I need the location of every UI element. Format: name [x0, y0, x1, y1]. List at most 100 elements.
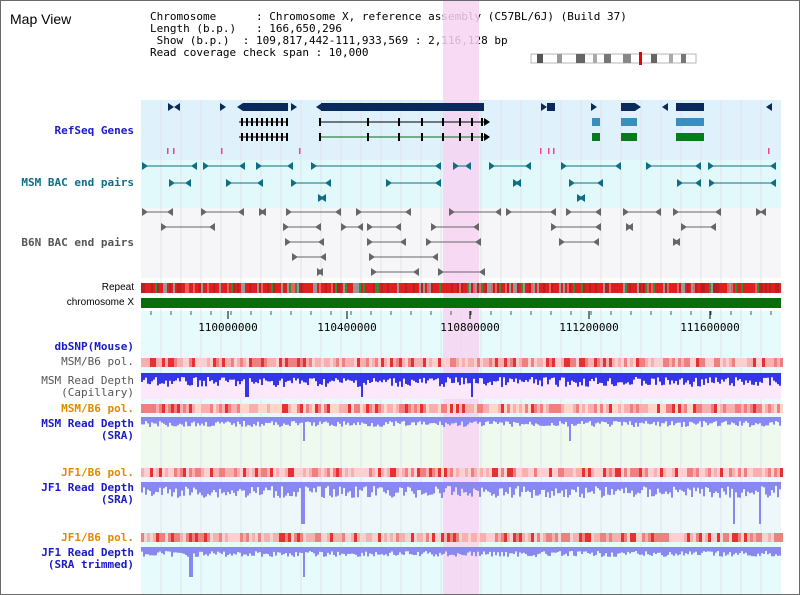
- pol-heat-cell: [729, 468, 732, 477]
- depth-bar: [413, 547, 415, 556]
- pol-heat-cell: [531, 468, 534, 477]
- repeat-segment: [381, 283, 383, 293]
- track-label-msm-depth-sra[interactable]: MSM Read Depth (SRA): [41, 418, 134, 442]
- ideogram-band: [604, 54, 611, 63]
- depth-bar: [539, 547, 541, 554]
- track-label-msm-b6-pol-2[interactable]: MSM/B6 pol.: [61, 402, 134, 415]
- pol-heat-cell: [249, 533, 252, 542]
- depth-bar: [285, 482, 287, 496]
- repeat-segment: [301, 283, 303, 293]
- ideogram-band: [669, 54, 673, 63]
- depth-bar: [701, 373, 703, 380]
- pol-heat-cell: [201, 533, 204, 542]
- depth-bar: [211, 482, 213, 493]
- pol-heat-cell: [744, 468, 747, 477]
- pol-heat-cell: [516, 358, 519, 367]
- pol-heat-cell: [183, 404, 186, 413]
- track-label-jf1-b6-pol[interactable]: JF1/B6 pol.: [61, 466, 134, 479]
- pol-heat-cell: [708, 358, 711, 367]
- pol-heat-cell: [237, 358, 240, 367]
- depth-bar: [773, 373, 775, 381]
- pol-heat-cell: [468, 404, 471, 413]
- depth-bar: [593, 417, 595, 427]
- pol-heat-cell: [327, 468, 330, 477]
- pol-heat-cell: [585, 404, 588, 413]
- track-label-msm-bac[interactable]: MSM BAC end pairs: [21, 176, 134, 189]
- repeat-segment: [351, 283, 353, 293]
- track-label-dbsnp[interactable]: dbSNP(Mouse): [54, 340, 134, 353]
- depth-bar: [277, 482, 279, 496]
- depth-bar: [713, 417, 715, 423]
- track-label-line: MSM Read Depth: [41, 417, 134, 430]
- track-label-b6n-bac[interactable]: B6N BAC end pairs: [21, 236, 134, 249]
- gene-arrow: [708, 162, 714, 170]
- pol-heat-cell: [453, 404, 456, 413]
- pol-heat-cell: [462, 533, 465, 542]
- depth-bar: [607, 547, 609, 557]
- repeat-segment: [557, 283, 559, 293]
- depth-bar: [191, 482, 193, 493]
- pol-heat-cell: [465, 404, 468, 413]
- pol-heat-cell: [591, 358, 594, 367]
- repeat-segment: [195, 283, 197, 293]
- exon-tick: [241, 133, 243, 141]
- gene-arrow: [484, 118, 490, 126]
- pol-heat-cell: [363, 404, 366, 413]
- track-label-jf1-b6-pol-2[interactable]: JF1/B6 pol.: [61, 531, 134, 544]
- depth-bar: [181, 482, 183, 491]
- track-label-msm-b6-pol[interactable]: MSM/B6 pol.: [61, 355, 134, 368]
- pol-heat-cell: [402, 533, 405, 542]
- depth-bar: [775, 547, 777, 555]
- track-label-jf1-depth-trimmed[interactable]: JF1 Read Depth (SRA trimmed): [41, 547, 134, 571]
- pol-heat-cell: [648, 358, 651, 367]
- depth-bar: [457, 482, 459, 495]
- pol-heat-cell: [492, 533, 495, 542]
- pol-heat-cell: [162, 533, 165, 542]
- depth-bar: [313, 547, 315, 554]
- repeat-segment: [273, 283, 275, 293]
- pol-heat-cell: [291, 468, 294, 477]
- depth-bar: [195, 417, 197, 427]
- repeat-segment: [577, 283, 579, 293]
- depth-bar: [327, 482, 329, 487]
- pol-heat-cell: [345, 404, 348, 413]
- track-label-refseq[interactable]: RefSeq Genes: [54, 124, 134, 137]
- gene-arrow: [367, 223, 373, 231]
- pol-heat-cell: [303, 404, 306, 413]
- depth-bar: [243, 373, 245, 380]
- pol-heat-cell: [507, 533, 510, 542]
- depth-bar: [409, 417, 411, 425]
- pol-heat-cell: [723, 468, 726, 477]
- depth-bar: [617, 547, 619, 554]
- depth-bar: [311, 482, 313, 493]
- repeat-segment: [269, 283, 271, 293]
- depth-bar: [145, 547, 147, 555]
- depth-bar: [405, 482, 407, 493]
- pol-heat-cell: [606, 468, 609, 477]
- repeat-segment: [379, 283, 381, 293]
- depth-bar: [669, 373, 671, 385]
- pol-heat-cell: [600, 533, 603, 542]
- gene-arrow: [283, 223, 289, 231]
- pol-heat-cell: [729, 533, 732, 542]
- depth-bar: [401, 547, 403, 555]
- depth-bar: [291, 373, 293, 384]
- repeat-segment: [395, 283, 397, 293]
- gene-arrow: [695, 179, 701, 187]
- depth-bar: [679, 373, 681, 380]
- pol-heat-cell: [246, 358, 249, 367]
- pol-heat-cell: [552, 468, 555, 477]
- pol-heat-cell: [213, 358, 216, 367]
- depth-bar: [255, 373, 257, 383]
- depth-bar: [209, 482, 211, 496]
- depth-bar: [669, 417, 671, 426]
- depth-bar: [155, 482, 157, 492]
- depth-bar: [213, 417, 215, 426]
- pol-heat-cell: [465, 468, 468, 477]
- depth-bar: [683, 482, 685, 492]
- track-label-jf1-depth-sra[interactable]: JF1 Read Depth (SRA): [41, 482, 134, 506]
- track-label-msm-depth-capillary[interactable]: MSM Read Depth (Capillary): [41, 375, 134, 399]
- gene-arrow: [395, 223, 401, 231]
- depth-bar: [159, 417, 161, 422]
